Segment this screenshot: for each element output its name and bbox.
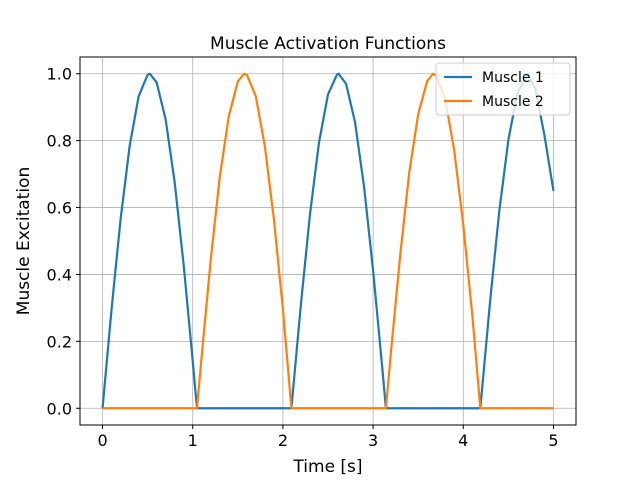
y-axis-label: Muscle Excitation	[14, 167, 34, 315]
y-tick-label: 1.0	[47, 65, 72, 84]
y-tick-label: 0.4	[47, 265, 72, 284]
x-tick-label: 3	[368, 431, 378, 450]
legend: Muscle 1 Muscle 2	[435, 62, 571, 116]
x-tick-label: 0	[97, 431, 107, 450]
y-tick-label: 0.6	[47, 199, 72, 218]
ticks: 0 1 2 3 4 5 0.0 0.2 0.4 0.6 0.8 1.0	[47, 65, 559, 450]
x-tick-label: 5	[548, 431, 558, 450]
chart-title: Muscle Activation Functions	[210, 34, 446, 54]
legend-label-1: Muscle 1	[482, 70, 544, 86]
series-line-2	[102, 72, 554, 410]
y-tick-label: 0.8	[47, 132, 72, 151]
legend-label-2: Muscle 2	[482, 94, 544, 110]
grid	[80, 57, 576, 425]
x-tick-label: 1	[188, 431, 198, 450]
x-tick-label: 2	[278, 431, 288, 450]
y-tick-label: 0.0	[47, 399, 72, 418]
x-tick-label: 4	[458, 431, 468, 450]
x-axis-label: Time [s]	[292, 457, 362, 476]
plot-frame	[79, 56, 577, 426]
series-line-1	[101, 72, 555, 410]
y-tick-label: 0.2	[47, 332, 72, 351]
series-lines	[101, 72, 555, 410]
